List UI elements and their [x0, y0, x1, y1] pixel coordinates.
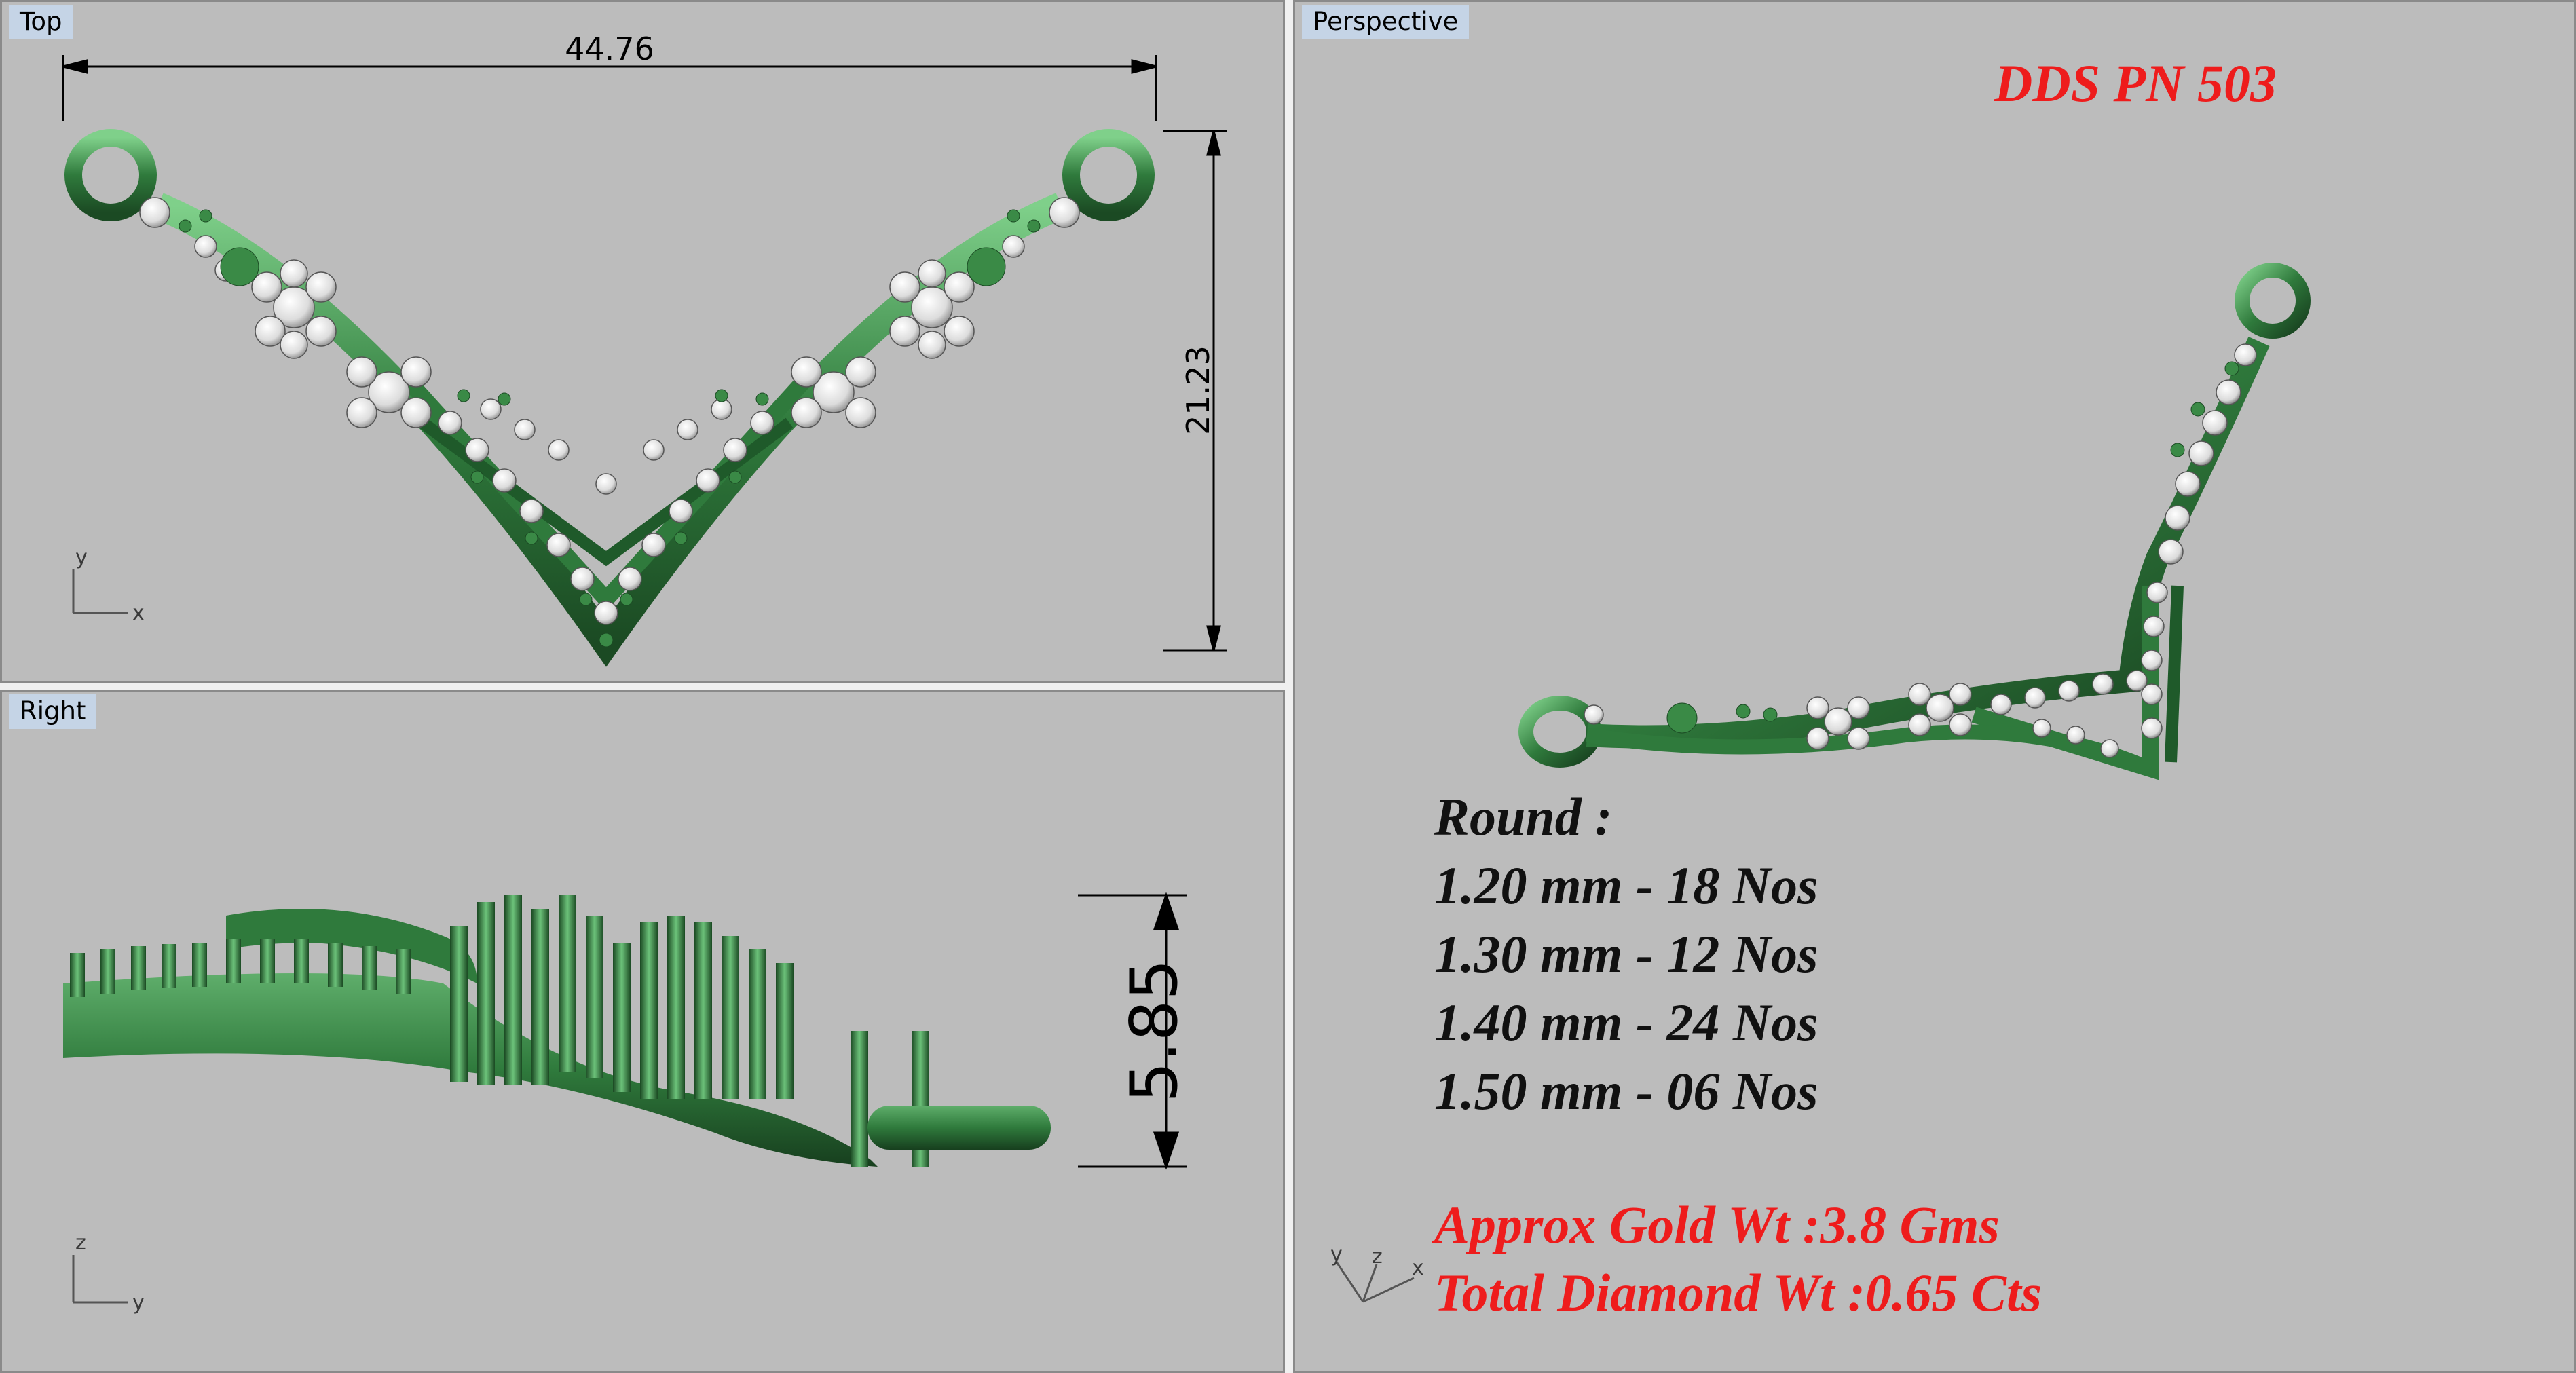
axis-label-x: x: [1412, 1256, 1424, 1280]
axis-label-y: y: [1330, 1243, 1343, 1266]
depth-dimension: [1078, 892, 1187, 1170]
axis-label-y: y: [75, 546, 88, 569]
depth-dimension-label: 5.85: [1117, 959, 1192, 1103]
stone-details: Round : 1.20 mm - 18 Nos 1.30 mm - 12 No…: [1434, 783, 1818, 1125]
axis-indicator-top: [72, 569, 128, 614]
axis-indicator-perspective: [1334, 1260, 1415, 1303]
perspective-viewport[interactable]: y z x Perspective DDS PN 503 Round : 1.2…: [1293, 0, 2576, 1373]
stone-row: 1.30 mm - 12 Nos: [1434, 924, 1818, 983]
perspective-view-canvas[interactable]: y z x: [1295, 2, 2576, 1373]
axis-indicator-right: [72, 1255, 128, 1304]
stone-row: 1.20 mm - 18 Nos: [1434, 856, 1818, 915]
stone-row: 1.40 mm - 24 Nos: [1434, 993, 1818, 1052]
right-viewport[interactable]: 5.85 z y Right: [0, 690, 1285, 1373]
round-heading: Round :: [1434, 787, 1613, 846]
stone-row: 1.50 mm - 06 Nos: [1434, 1061, 1818, 1121]
axis-label-x: x: [132, 601, 145, 625]
top-view-canvas[interactable]: 44.76 21.23: [2, 2, 1285, 683]
right-view-canvas[interactable]: 5.85 z y: [2, 692, 1285, 1373]
width-dimension-label: 44.76: [565, 31, 654, 67]
viewport-title-perspective[interactable]: Perspective: [1302, 5, 1470, 39]
weight-details: Approx Gold Wt :3.8 Gms Total Diamond Wt…: [1434, 1191, 2042, 1327]
axis-label-y: y: [132, 1291, 145, 1315]
viewport-title-top[interactable]: Top: [9, 5, 73, 39]
width-dimension: [62, 55, 1157, 121]
axis-label-z: z: [1372, 1245, 1383, 1268]
pendant-top-view: [64, 129, 1155, 667]
viewport-title-right[interactable]: Right: [9, 694, 97, 729]
gold-weight: Approx Gold Wt :3.8 Gms: [1434, 1195, 2000, 1254]
top-viewport[interactable]: 44.76 21.23: [0, 0, 1285, 683]
diamond-weight: Total Diamond Wt :0.65 Cts: [1434, 1263, 2042, 1322]
pendant-side-view: [63, 895, 1051, 1167]
height-dimension-label: 21.23: [1180, 345, 1216, 435]
pendant-perspective-view: [1518, 263, 2311, 780]
axis-label-z: z: [75, 1231, 86, 1255]
height-dimension: [1163, 130, 1227, 652]
design-code: DDS PN 503: [1994, 54, 2277, 113]
